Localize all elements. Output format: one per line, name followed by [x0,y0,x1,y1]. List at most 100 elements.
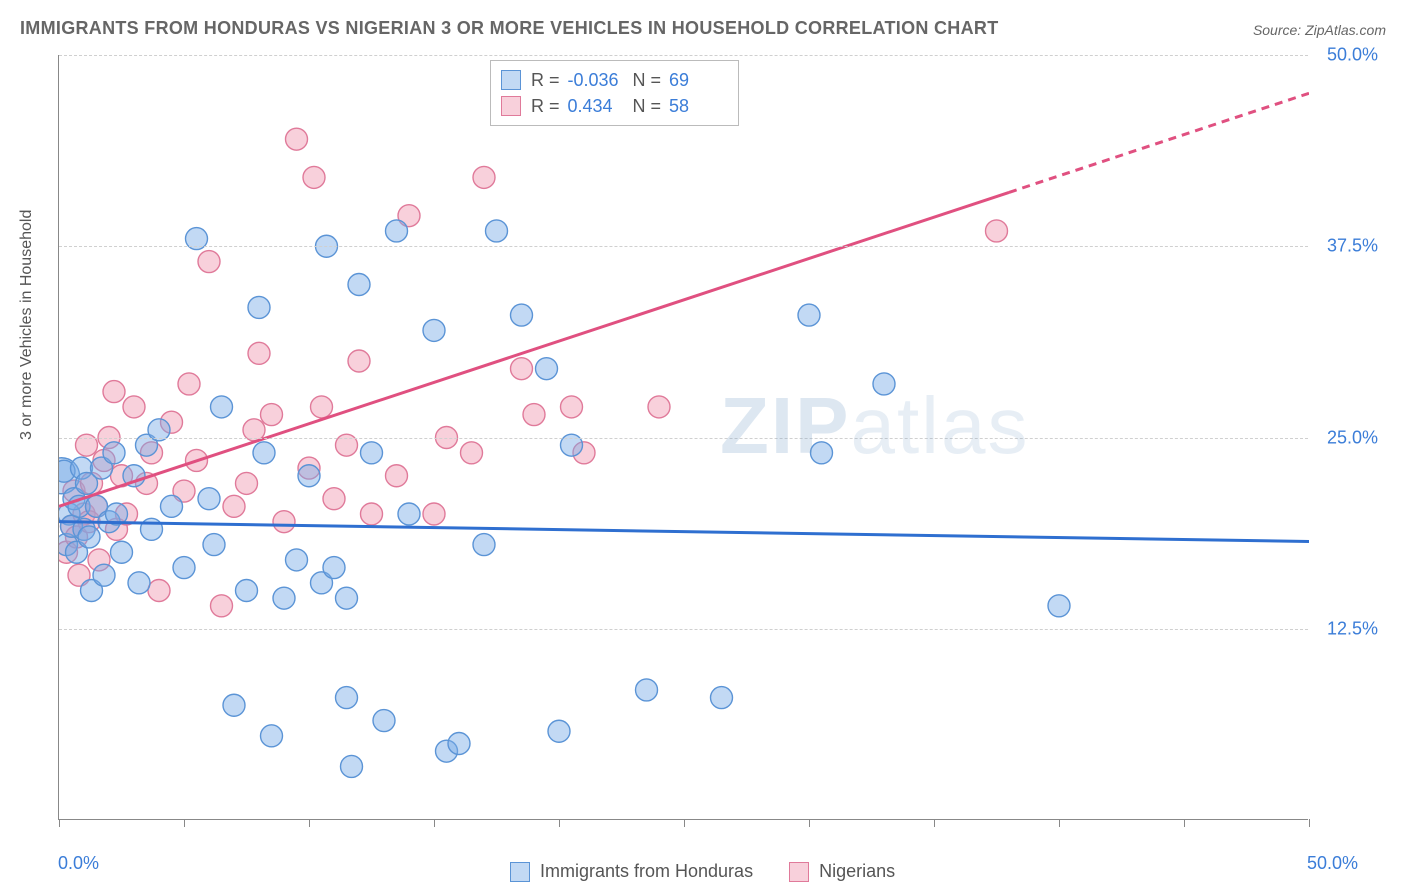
scatter-point [348,274,370,296]
n-value: 58 [669,93,724,119]
scatter-point [78,526,100,548]
legend-swatch [501,70,521,90]
trend-line-dashed [1009,93,1309,192]
scatter-point [223,495,245,517]
scatter-point [148,580,170,602]
scatter-point [423,503,445,525]
scatter-point [398,503,420,525]
x-tick [434,819,435,827]
r-label: R = [531,93,560,119]
scatter-point [648,396,670,418]
x-tick-label-right: 50.0% [1307,853,1358,874]
watermark-thin: atlas [850,381,1029,470]
scatter-point [473,166,495,188]
legend-swatch [501,96,521,116]
bottom-legend: Immigrants from Honduras Nigerians [510,861,895,882]
legend-label: Immigrants from Honduras [540,861,753,882]
scatter-point [223,694,245,716]
scatter-point [636,679,658,701]
source-attribution: Source: ZipAtlas.com [1253,22,1386,38]
scatter-point [103,442,125,464]
scatter-point [798,304,820,326]
n-value: 69 [669,67,724,93]
scatter-point [311,396,333,418]
n-label: N = [633,67,662,93]
scatter-point [511,358,533,380]
scatter-point [198,251,220,273]
scatter-point [561,396,583,418]
watermark-bold: ZIP [720,381,850,470]
scatter-point [323,557,345,579]
plot-area [58,55,1308,820]
scatter-point [103,381,125,403]
scatter-point [336,687,358,709]
x-tick [1184,819,1185,827]
scatter-point [386,465,408,487]
r-value: 0.434 [568,93,623,119]
scatter-point [548,720,570,742]
scatter-point [273,511,295,533]
chart-title: IMMIGRANTS FROM HONDURAS VS NIGERIAN 3 O… [20,18,999,39]
scatter-point [261,404,283,426]
legend-item: Nigerians [789,861,895,882]
x-tick [684,819,685,827]
x-tick [934,819,935,827]
gridline [59,438,1308,439]
stats-legend: R = -0.036 N = 69 R = 0.434 N = 58 [490,60,739,126]
gridline [59,629,1308,630]
scatter-point [423,319,445,341]
r-value: -0.036 [568,67,623,93]
y-tick-label: 12.5% [1327,618,1378,639]
scatter-point [523,404,545,426]
scatter-point [123,396,145,418]
x-tick [1309,819,1310,827]
scatter-point [373,710,395,732]
scatter-point [236,472,258,494]
scatter-point [286,549,308,571]
legend-label: Nigerians [819,861,895,882]
scatter-point [198,488,220,510]
y-axis-title: 3 or more Vehicles in Household [18,210,36,440]
x-tick [559,819,560,827]
scatter-point [253,442,275,464]
scatter-point [203,534,225,556]
gridline [59,246,1308,247]
scatter-point [1048,595,1070,617]
scatter-point [211,595,233,617]
scatter-point [128,572,150,594]
scatter-point [236,580,258,602]
scatter-point [348,350,370,372]
scatter-point [178,373,200,395]
scatter-point [986,220,1008,242]
scatter-point [711,687,733,709]
gridline [59,55,1308,56]
scatter-point [461,442,483,464]
chart-container: IMMIGRANTS FROM HONDURAS VS NIGERIAN 3 O… [0,0,1406,892]
source-value: ZipAtlas.com [1305,22,1386,38]
x-tick-label-left: 0.0% [58,853,99,874]
n-label: N = [633,93,662,119]
x-tick [809,819,810,827]
r-label: R = [531,67,560,93]
scatter-point [303,166,325,188]
trend-line [59,522,1309,542]
stats-row: R = -0.036 N = 69 [501,67,724,93]
stats-row: R = 0.434 N = 58 [501,93,724,119]
scatter-point [361,503,383,525]
scatter-point [341,755,363,777]
scatter-point [336,587,358,609]
legend-swatch [789,862,809,882]
scatter-point [511,304,533,326]
scatter-point [323,488,345,510]
scatter-point [536,358,558,380]
x-tick [59,819,60,827]
legend-item: Immigrants from Honduras [510,861,753,882]
scatter-point [93,564,115,586]
scatter-point [298,465,320,487]
scatter-point [248,296,270,318]
scatter-point [173,557,195,579]
scatter-point [386,220,408,242]
legend-swatch [510,862,530,882]
scatter-point [286,128,308,150]
scatter-point [211,396,233,418]
